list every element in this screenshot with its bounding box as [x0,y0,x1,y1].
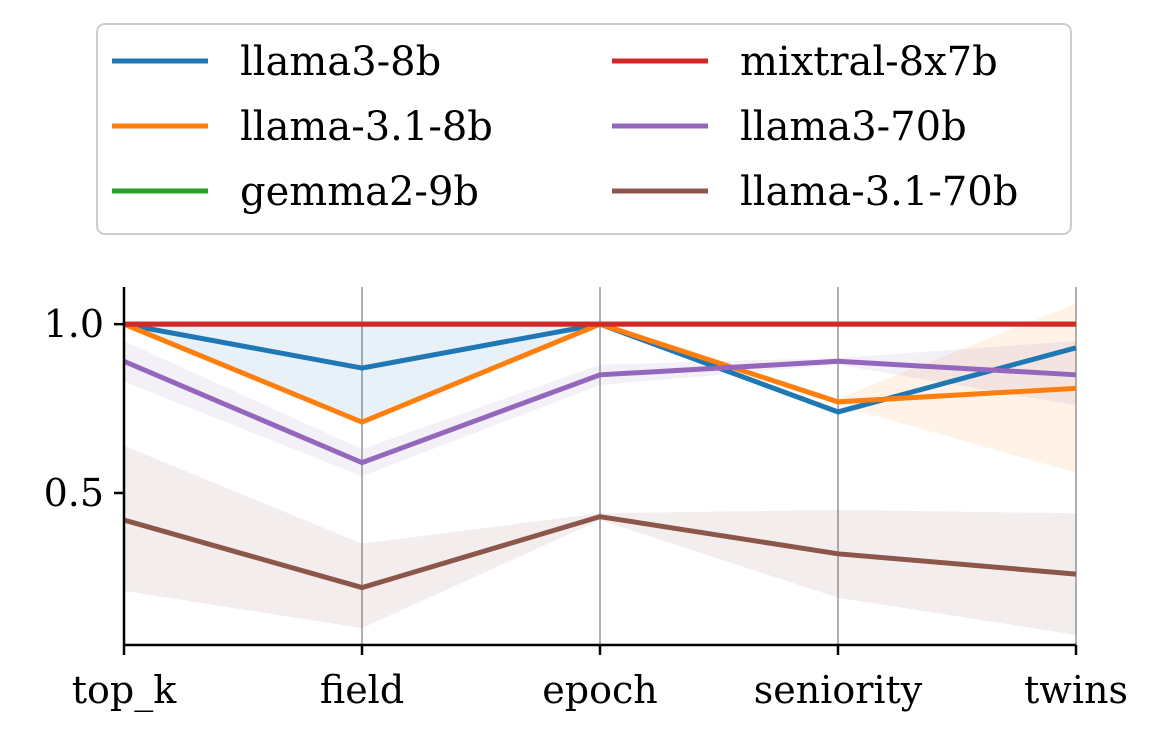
band-llama3-70b [124,341,1076,477]
legend-label-llama-3-1-70b: llama-3.1-70b [740,169,1018,215]
legend: llama3-8b llama-3.1-8b gemma2-9b mixtral-8x… [96,23,1072,235]
legend-label-llama3-70b: llama3-70b [740,104,967,150]
legend-box [96,23,1072,235]
tick-labels: 0.5 1.0 top_k field epoch seniority twins [44,302,1128,713]
legend-label-mixtral-8x7b: mixtral-8x7b [740,39,998,85]
y-tick-label: 1.0 [44,302,104,346]
x-tick-label: field [320,668,404,712]
band-llama3-8b [124,324,1076,419]
legend-label-llama3-8b: llama3-8b [240,39,441,85]
legend-label-gemma2-9b: gemma2-9b [240,169,479,215]
legend-label-llama-3-1-8b: llama-3.1-8b [240,104,493,150]
x-tick-label: epoch [542,668,657,712]
x-tick-label: top_k [72,668,177,713]
series-line-llama-3-1-70b [123,514,1077,591]
y-tick-label: 0.5 [44,471,104,515]
x-tick-label: twins [1024,668,1128,712]
band-llama-3-1-8b [124,303,1076,473]
x-tick-label: seniority [754,668,923,712]
axes [114,287,1078,655]
series-lines [123,321,1077,591]
series-line-llama3-70b [123,358,1077,466]
